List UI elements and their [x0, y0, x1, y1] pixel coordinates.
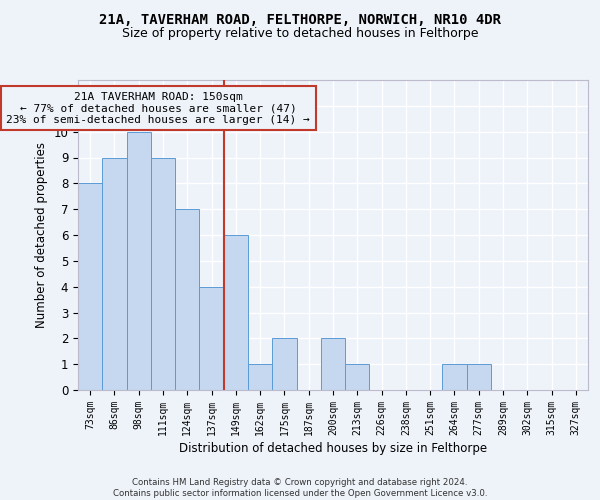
- Bar: [78, 184, 102, 390]
- Bar: [224, 235, 248, 390]
- Bar: [442, 364, 467, 390]
- Y-axis label: Number of detached properties: Number of detached properties: [35, 142, 48, 328]
- Bar: [199, 286, 224, 390]
- Text: Contains HM Land Registry data © Crown copyright and database right 2024.
Contai: Contains HM Land Registry data © Crown c…: [113, 478, 487, 498]
- Bar: [467, 364, 491, 390]
- Bar: [151, 158, 175, 390]
- Bar: [102, 158, 127, 390]
- Text: Size of property relative to detached houses in Felthorpe: Size of property relative to detached ho…: [122, 28, 478, 40]
- Bar: [272, 338, 296, 390]
- Bar: [175, 209, 199, 390]
- Bar: [248, 364, 272, 390]
- Bar: [345, 364, 370, 390]
- Text: 21A TAVERHAM ROAD: 150sqm
← 77% of detached houses are smaller (47)
23% of semi-: 21A TAVERHAM ROAD: 150sqm ← 77% of detac…: [6, 92, 310, 125]
- Text: 21A, TAVERHAM ROAD, FELTHORPE, NORWICH, NR10 4DR: 21A, TAVERHAM ROAD, FELTHORPE, NORWICH, …: [99, 12, 501, 26]
- Bar: [321, 338, 345, 390]
- Bar: [127, 132, 151, 390]
- X-axis label: Distribution of detached houses by size in Felthorpe: Distribution of detached houses by size …: [179, 442, 487, 455]
